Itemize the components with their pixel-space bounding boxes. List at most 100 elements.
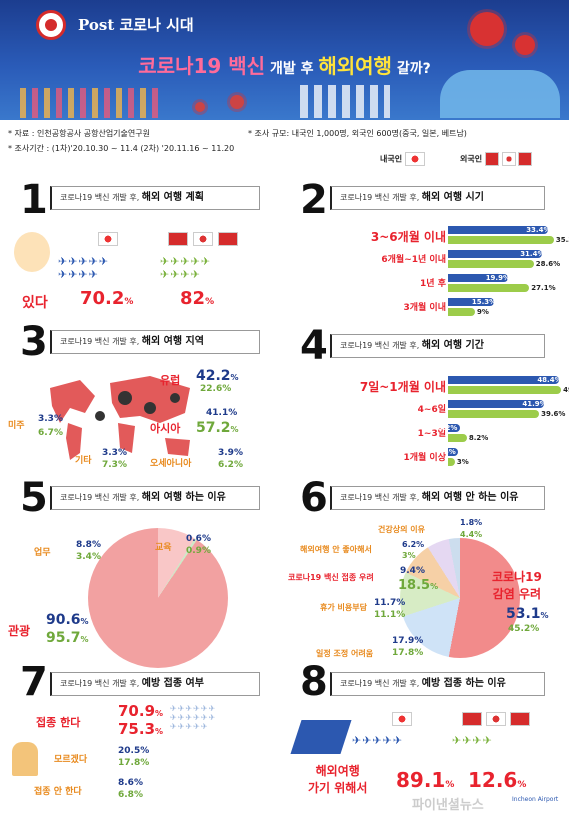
s5-tour-label: 관광: [8, 624, 31, 638]
section-8-number: 8: [300, 659, 328, 705]
section-4-title: 코로나19 백신 개발 후, 해외 여행 기간: [330, 334, 545, 358]
s3-europe-for-num: 22.6: [200, 384, 223, 394]
section-7-heading: 예방 접종 여부: [141, 678, 204, 689]
s1-label: 있다: [22, 295, 48, 311]
section-6-heading: 해외 여행 안 하는 이유: [421, 492, 519, 503]
s7-unsure-for: 17.8%: [118, 758, 150, 768]
legend-foreign-label: 외국인: [460, 154, 483, 164]
s2-domestic-bar: [448, 298, 494, 306]
s3-asia-for-num: 57.2: [196, 420, 231, 436]
s6-dislike-for-num: 3: [402, 551, 408, 560]
s3-america-dom-num: 3.3: [38, 414, 54, 424]
japan-flag-icon: [501, 152, 516, 166]
legend-domestic: 내국인: [380, 152, 425, 166]
s6-vaccine-for-num: 18.5: [398, 578, 431, 593]
s3-oceania-dom-num: 3.9: [218, 448, 234, 458]
s4-domestic-bar: [448, 376, 560, 384]
s3-other-dom: 3.3%: [102, 448, 127, 458]
s2-foreign-bar: [448, 308, 475, 316]
virus-icon: [515, 35, 535, 55]
s2-row-label: 3개월 이내: [403, 303, 446, 313]
section-2-heading: 해외 여행 시기: [421, 192, 484, 203]
s7-no-for: 6.8%: [118, 790, 143, 800]
s5-pie-chart-icon: [88, 528, 228, 668]
s4-row-label: 7일~1개월 이내: [359, 380, 446, 394]
section-4-number: 4: [300, 323, 328, 369]
s3-oceania-label: 오세아니아: [150, 459, 192, 469]
crowd-illustration: [20, 88, 160, 118]
s5-work-for: 3.4%: [76, 552, 101, 562]
s4-row-label: 4~6일: [417, 405, 446, 415]
s3-asia-dom: 41.1%: [206, 408, 238, 418]
s4-foreign-bar: [448, 458, 455, 466]
s8-reason-a: 해외여행: [315, 764, 360, 778]
s4-domestic-value: 48.4%: [537, 376, 562, 384]
s3-oceania-for-num: 6.2: [218, 460, 234, 470]
s6-health-dom-num: 1.8: [460, 518, 475, 527]
s7-no-for-num: 6.8: [118, 790, 134, 800]
s6-cost-dom: 11.7%: [374, 598, 406, 608]
s7-yes-label: 접종 한다: [36, 716, 81, 729]
s5-tour-dom-num: 90.6: [46, 612, 81, 628]
incheon-airport-logo: Incheon Airport: [512, 796, 559, 803]
s6-schedule-for: 17.8%: [392, 648, 424, 658]
china-flag-icon: [518, 152, 533, 166]
section-6-prefix: 코로나19 백신 개발 후,: [340, 493, 422, 502]
s3-america-dom: 3.3%: [38, 414, 63, 424]
section-6-number: 6: [300, 475, 328, 521]
airplane-icons-s8-foreign: ✈✈✈✈: [452, 734, 493, 747]
japan-flag-icon: [193, 232, 213, 246]
s6-infection-for: 45.2%: [508, 624, 540, 634]
s4-foreign-value: 39.6%: [541, 410, 566, 418]
vietnam-flag-icon: [462, 712, 482, 726]
section-5-heading: 해외 여행 하는 이유: [141, 492, 226, 503]
s5-edu-dom: 0.6%: [186, 534, 211, 544]
s4-foreign-bar: [448, 386, 562, 394]
s6-infection-label: 코로나19 감염 우려: [492, 568, 542, 602]
section-3-prefix: 코로나19 백신 개발 후,: [60, 337, 142, 346]
airplane-icons-domestic: ✈✈✈✈✈ ✈✈✈✈: [58, 255, 110, 281]
s2-foreign-value: 28.6%: [535, 260, 561, 268]
s3-europe-dom-num: 42.2: [196, 368, 231, 384]
section-8-prefix: 코로나19 백신 개발 후,: [340, 679, 422, 688]
s5-work-label: 업무: [34, 548, 51, 558]
s4-foreign-value: 8.2%: [468, 434, 489, 442]
s6-cost-dom-num: 11.7: [374, 598, 397, 608]
s5-edu-for-num: 0.9: [186, 546, 202, 556]
legend-domestic-label: 내국인: [380, 154, 403, 164]
s4-domestic-bar: [448, 448, 459, 456]
s7-unsure-dom-num: 20.5: [118, 746, 141, 756]
s2-row-label: 1년 후: [420, 279, 446, 289]
s5-tour-for: 95.7%: [46, 630, 89, 646]
section-2-prefix: 코로나19 백신 개발 후,: [340, 193, 422, 202]
s1-domestic-value: 70.2%: [80, 288, 133, 309]
s8-reason-label: 해외여행 가기 위해서: [308, 762, 367, 796]
s3-america-for-num: 6.7: [38, 428, 54, 438]
s6-infection-dom-num: 53.1: [506, 606, 541, 622]
s3-other-for: 7.3%: [102, 460, 127, 470]
info-scale: * 조사 규모: 내국인 1,000명, 외국인 600명(중국, 일본, 베트…: [248, 129, 467, 138]
s7-unsure-for-num: 17.8: [118, 758, 141, 768]
airplane-icons-s7: ✈✈✈✈✈✈ ✈✈✈✈✈✈ ✈✈✈✈✈: [170, 704, 217, 731]
virus-icon: [470, 12, 504, 46]
s4-domestic-value: 41.9%: [522, 400, 547, 408]
s2-row-label: 3~6개월 이내: [370, 230, 446, 244]
s2-domestic-value: 31.4%: [520, 250, 545, 258]
post-corona-logo-icon: [36, 10, 66, 40]
s2-foreign-bar: [448, 260, 534, 268]
airplane-icons-s8-domestic: ✈✈✈✈✈: [352, 734, 404, 747]
s6-infection-for-num: 45.2: [508, 624, 531, 634]
title-part-c: 해외여행: [318, 54, 392, 78]
s2-foreign-bar: [448, 236, 554, 244]
s2-domestic-value: 15.3%: [471, 298, 497, 306]
s6-schedule-dom: 17.9%: [392, 636, 424, 646]
s5-work-for-num: 3.4: [76, 552, 92, 562]
s6-health-label: 건강상의 이유: [378, 525, 425, 534]
s7-no-dom-num: 8.6: [118, 778, 134, 788]
s1-foreign-value: 82%: [180, 288, 214, 309]
s2-row-label: 6개월~1년 이내: [381, 255, 446, 265]
s6-dislike-label: 해외여행 안 좋아해서: [300, 545, 372, 554]
section-2-number: 2: [300, 177, 328, 223]
section-2-title: 코로나19 백신 개발 후, 해외 여행 시기: [330, 186, 545, 210]
s7-yes-dom: 70.9%: [118, 702, 164, 720]
